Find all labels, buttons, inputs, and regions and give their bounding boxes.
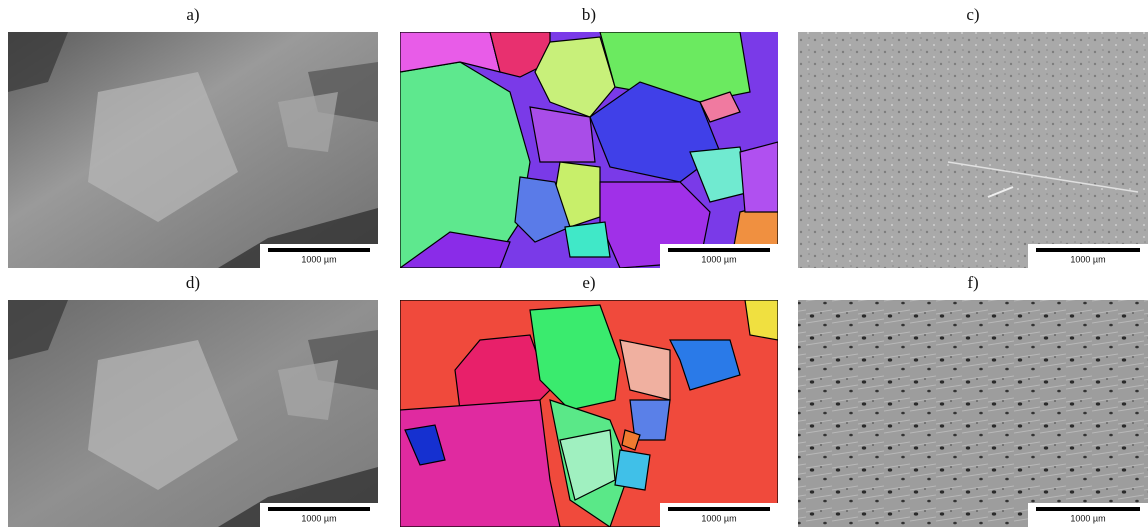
panel: f) 1000 µm — [798, 273, 1148, 527]
grain — [565, 222, 610, 257]
micrograph: 1000 µm — [798, 32, 1148, 268]
grain — [615, 450, 650, 490]
panel: a) 1000 µm — [8, 5, 378, 268]
scale-label: 1000 µm — [301, 513, 336, 523]
panel: d) 1000 µm — [8, 273, 378, 527]
scale-bar — [1036, 248, 1140, 252]
image-bg — [798, 32, 1148, 268]
scale-label: 1000 µm — [301, 254, 336, 264]
micrograph: 1000 µm — [400, 32, 778, 268]
micrograph: 1000 µm — [798, 300, 1148, 527]
panel-label: c) — [966, 5, 979, 24]
panel-label: d) — [186, 273, 200, 292]
scale-bar — [668, 248, 770, 252]
scale-bar — [668, 507, 770, 511]
micrograph: 1000 µm — [8, 300, 378, 527]
panel-label: a) — [186, 5, 199, 24]
scale-label: 1000 µm — [1070, 254, 1105, 264]
micrograph: 1000 µm — [400, 300, 778, 527]
grain — [740, 142, 778, 212]
panel-label: f) — [967, 273, 978, 292]
scale-label: 1000 µm — [701, 254, 736, 264]
panel: b) 1000 µm — [400, 5, 778, 268]
panel: c) 1000 µm — [798, 5, 1148, 268]
figure: a) 1000 µm b) 1000 µm c) 1000 µm d) 1000 µm e) 10… — [0, 0, 1148, 527]
scale-bar — [268, 507, 370, 511]
panel-label: b) — [582, 5, 596, 24]
panel-label: e) — [582, 273, 595, 292]
scale-bar — [268, 248, 370, 252]
grain — [745, 300, 778, 340]
scale-bar — [1036, 507, 1140, 511]
micrograph: 1000 µm — [8, 32, 378, 268]
scale-label: 1000 µm — [1070, 513, 1105, 523]
scale-label: 1000 µm — [701, 513, 736, 523]
panel: e) 1000 µm — [400, 273, 778, 527]
image-bg — [798, 300, 1148, 527]
